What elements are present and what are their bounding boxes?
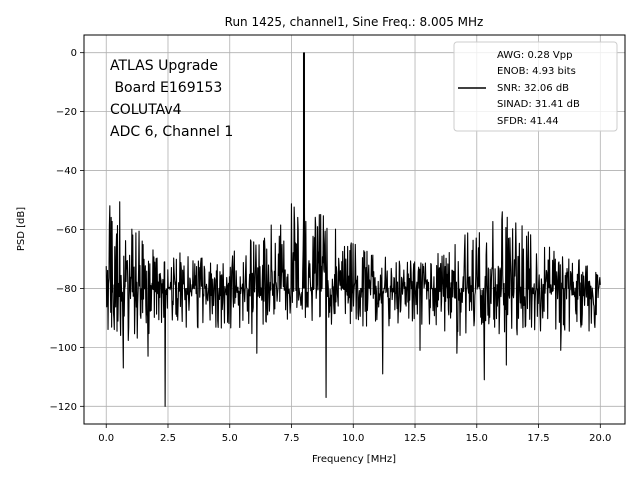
legend-snr: SNR: 32.06 dB — [497, 83, 569, 94]
info-annotation: ATLAS Upgrade Board E169153 COLUTAv4 ADC… — [110, 58, 233, 140]
y-tick-label: −100 — [50, 343, 77, 354]
x-tick-label: 2.5 — [160, 433, 176, 444]
x-tick-label: 7.5 — [284, 433, 300, 444]
x-tick-label: 20.0 — [589, 433, 611, 444]
x-tick-label: 5.0 — [222, 433, 238, 444]
y-tick-label: −120 — [50, 402, 77, 413]
y-tick-label: −40 — [56, 166, 77, 177]
x-tick-label: 12.5 — [404, 433, 426, 444]
y-tick-label: −80 — [56, 284, 77, 295]
x-tick-label: 17.5 — [527, 433, 549, 444]
info-line-2: Board E169153 — [110, 80, 222, 96]
x-axis-label: Frequency [MHz] — [312, 454, 396, 465]
y-tick-label: −20 — [56, 107, 77, 118]
legend-enob: ENOB: 4.93 bits — [497, 66, 576, 77]
data-series — [105, 52, 601, 407]
x-tick-label: 0.0 — [98, 433, 114, 444]
legend-box — [453, 41, 618, 132]
legend: AWG: 0.28 Vpp ENOB: 4.93 bits SNR: 32.06… — [453, 41, 618, 132]
psd-series-line — [105, 52, 601, 407]
legend-sfdr: SFDR: 41.44 — [497, 116, 559, 127]
x-tick-label: 15.0 — [466, 433, 488, 444]
axis-ticks: 0.0 2.5 5.0 7.5 10.0 12.5 15.0 17.5 20.0 0 −20 −40 −… — [50, 48, 612, 444]
legend-sinad: SINAD: 31.41 dB — [497, 99, 580, 110]
y-axis-label: PSD [dB] — [16, 207, 27, 251]
info-line-1: ATLAS Upgrade — [110, 58, 218, 74]
info-line-3: COLUTAv4 — [110, 102, 182, 118]
chart-title: Run 1425, channel1, Sine Freq.: 8.005 MH… — [225, 15, 484, 29]
info-line-4: ADC 6, Channel 1 — [110, 124, 233, 140]
y-tick-label: −60 — [56, 225, 77, 236]
y-tick-label: 0 — [71, 48, 77, 59]
x-tick-label: 10.0 — [342, 433, 364, 444]
legend-awg: AWG: 0.28 Vpp — [497, 50, 572, 61]
